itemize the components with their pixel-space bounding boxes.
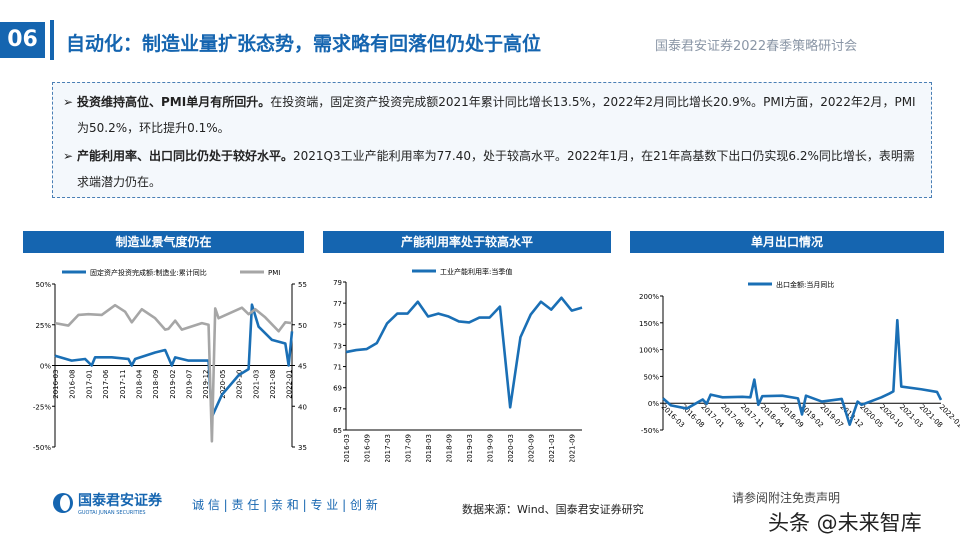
- series-line: [54, 303, 294, 419]
- y2-tick-label: 40: [298, 403, 307, 411]
- y-tick-label: -25%: [33, 403, 51, 411]
- summary-text: 在投资端，固定资产投资完成额2021年累计同比增长13.5%，2022年2月同比…: [77, 95, 916, 135]
- x-tick-label: 2018-09: [152, 370, 160, 399]
- x-tick-label: 2020-09: [528, 434, 536, 462]
- y2-tick-label: 50: [298, 322, 307, 330]
- y-tick-label: 71: [333, 364, 342, 372]
- x-tick-label: 2016-03: [343, 434, 351, 462]
- x-tick-label: 2016-03: [52, 370, 60, 399]
- x-tick-label: 2016-08: [69, 370, 77, 399]
- watermark: 头条 @未来智库: [768, 511, 922, 535]
- x-tick-label: 2020-10: [236, 370, 244, 399]
- title-divider: [50, 20, 54, 60]
- x-tick-label: 2017-09: [405, 434, 413, 462]
- chart-manufacturing: 50% 25% 0% -25% -50% 55 50 45 40 35 2016-03 2016-08…: [33, 268, 307, 452]
- data-source: 数据来源：Wind、国泰君安证券研究: [462, 503, 644, 516]
- x-tick-label: 2021-03: [548, 434, 556, 462]
- y-tick-label: 200%: [639, 293, 659, 301]
- y-tick-label: 100%: [639, 347, 659, 355]
- y2-tick-label: 45: [298, 363, 307, 371]
- panel-title-3: 单月出口情况: [630, 231, 944, 253]
- legend-label: 固定资产投资完成额:制造业:累计同比: [90, 268, 207, 277]
- y-tick-label: -50%: [33, 444, 51, 452]
- summary-item: ➢ 投资维持高位、PMI单月有所回升。在投资端，固定资产投资完成额2021年累计同…: [63, 89, 921, 141]
- x-tick-label: 2021-03: [252, 370, 260, 399]
- logo-icon: [53, 493, 73, 513]
- chevron-right-icon: ➢: [63, 95, 74, 109]
- y-tick-label: 0%: [40, 363, 51, 371]
- y-tick-label: 77: [333, 300, 342, 308]
- legend-label: PMI: [268, 269, 280, 277]
- chevron-right-icon: ➢: [63, 149, 74, 163]
- y-tick-label: 25%: [35, 322, 51, 330]
- y-tick-label: 50%: [643, 373, 659, 381]
- summary-heading: 投资维持高位、PMI单月有所回升。: [77, 95, 271, 109]
- panel-title-1: 制造业景气度仍在: [23, 231, 304, 253]
- summary-heading: 产能利用率、出口同比仍处于较好水平。: [77, 149, 294, 163]
- slogan: 诚 信 | 责 任 | 亲 和 | 专 业 | 创 新: [192, 498, 378, 512]
- conference-name: 国泰君安证券2022春季策略研讨会: [655, 39, 858, 54]
- x-tick-label: 2019-07: [186, 370, 194, 399]
- x-tick-label: 2017-03: [384, 434, 392, 462]
- series-line: [54, 303, 293, 443]
- y-tick-label: 0%: [648, 400, 659, 408]
- y-tick-label: 75: [333, 321, 342, 329]
- logo-text: 国泰君安证券: [78, 493, 162, 509]
- y2-tick-label: 55: [298, 281, 307, 289]
- y2-tick-label: 35: [298, 444, 307, 452]
- summary-box: ➢ 投资维持高位、PMI单月有所回升。在投资端，固定资产投资完成额2021年累计同…: [52, 82, 932, 198]
- y-tick-label: 69: [333, 385, 342, 393]
- x-tick-label: 2017-11: [119, 370, 127, 399]
- x-tick-label: 2022-01: [286, 370, 294, 399]
- y-tick-label: -50%: [641, 427, 659, 435]
- series-line: [345, 296, 583, 409]
- x-tick-label: 2018-04: [135, 369, 143, 399]
- x-tick-label: 2019-03: [466, 434, 474, 462]
- x-tick-label: 2019-02: [169, 370, 177, 399]
- x-tick-label: 2017-06: [102, 369, 110, 399]
- x-tick-label: 2018-03: [425, 434, 433, 462]
- x-tick-label: 2020-03: [507, 434, 515, 462]
- x-tick-label: 2021-08: [269, 370, 277, 399]
- panel-title-2: 产能利用率处于较高水平: [323, 231, 611, 253]
- legend-label: 工业产能利用率:当季值: [440, 267, 512, 276]
- y-tick-label: 150%: [639, 320, 659, 328]
- company-logo: 国泰君安证券 GUOTAI JUNAN SECURITIES: [52, 490, 162, 516]
- x-tick-label: 2016-09: [364, 434, 372, 462]
- chart-exports: 200%150%100%50%0%-50%2016-032016-082017-…: [639, 280, 960, 435]
- section-number: 06: [0, 22, 45, 58]
- y-tick-label: 79: [333, 279, 342, 287]
- page-title: 自动化：制造业量扩张态势，需求略有回落但仍处于高位: [66, 33, 542, 55]
- logo-subtext: GUOTAI JUNAN SECURITIES: [78, 510, 146, 516]
- summary-text: 2021Q3工业产能利用率为77.40，处于较高水平。2022年1月，在21年高…: [77, 149, 915, 189]
- x-tick-label: 2018-09: [446, 434, 454, 462]
- summary-item: ➢ 产能利用率、出口同比仍处于较好水平。2021Q3工业产能利用率为77.40，处…: [63, 143, 921, 195]
- y-tick-label: 50%: [35, 281, 51, 289]
- x-tick-label: 2019-09: [487, 434, 495, 462]
- x-tick-label: 2021-09: [569, 434, 577, 462]
- y-tick-label: 67: [333, 406, 342, 414]
- x-tick-label: 2019-12: [202, 370, 210, 399]
- legend-label: 出口金额:当月同比: [776, 280, 834, 289]
- x-tick-label: 2020-05: [219, 370, 227, 399]
- disclaimer: 请参阅附注免责声明: [732, 491, 841, 505]
- x-tick-label: 2017-01: [85, 370, 93, 399]
- y-tick-label: 65: [333, 427, 342, 435]
- y-tick-label: 73: [333, 342, 342, 350]
